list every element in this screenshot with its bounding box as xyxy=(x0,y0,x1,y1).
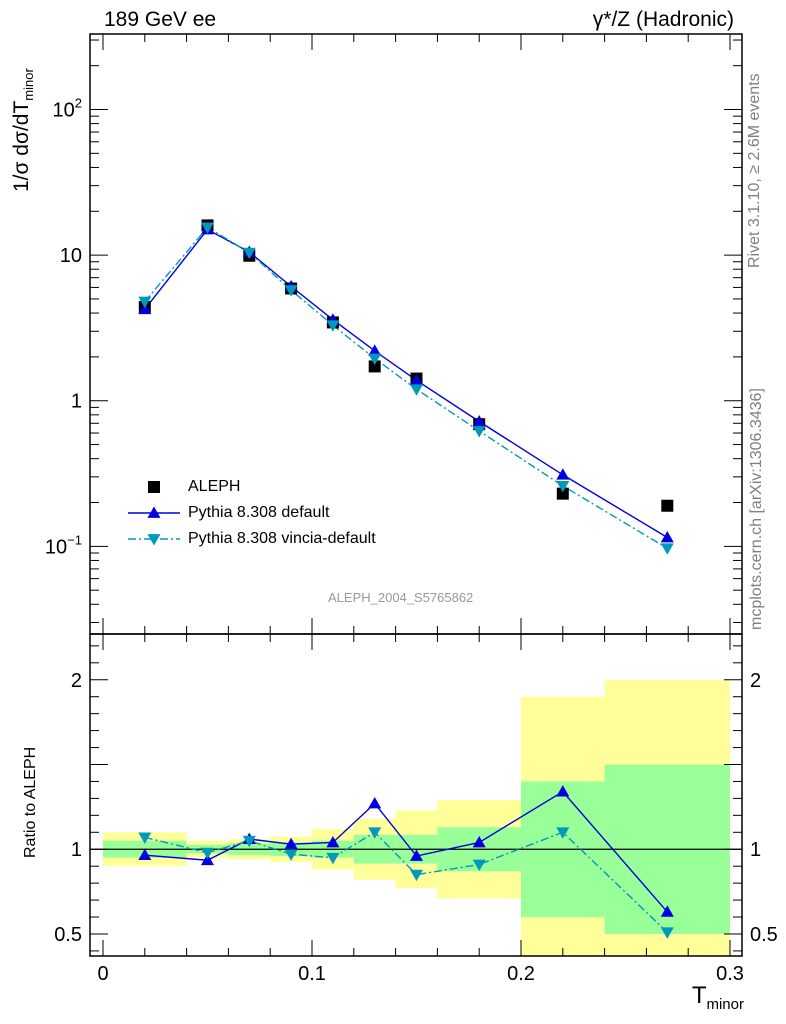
x-tick-label: 0.1 xyxy=(298,963,326,985)
ratio-point-triangle-up xyxy=(368,796,382,809)
ratio-series-lines xyxy=(144,790,668,933)
main-y-tick-label: 102 xyxy=(53,96,82,122)
main-point-square xyxy=(661,499,674,512)
main-point-triangle-down xyxy=(326,320,340,332)
main-point-triangle-down xyxy=(201,222,214,234)
ratio-point-triangle-down xyxy=(472,859,486,871)
ratio-point-triangle-down xyxy=(556,827,570,839)
x-tick-label: 0.2 xyxy=(507,963,535,985)
main-point-triangle-down xyxy=(242,247,256,260)
ratio-point-triangle-up xyxy=(201,853,214,866)
ratio-y-tick-label-right: 0.5 xyxy=(750,924,778,946)
main-line-triangle-up xyxy=(144,228,668,539)
main-series-lines xyxy=(144,226,668,549)
main-point-triangle-down xyxy=(556,481,570,493)
legend-label-pythia-default: Pythia 8.308 default xyxy=(188,504,330,521)
legend-marker-aleph xyxy=(148,481,160,493)
main-y-tick-label: 10−1 xyxy=(45,532,82,558)
main-point-square xyxy=(556,487,569,500)
x-axis-title-text: T xyxy=(691,982,707,1009)
main-y-tick-label-base: 10 xyxy=(60,245,82,267)
main-point-triangle-down xyxy=(472,426,486,438)
mcplots-citation-label: mcplots.cern.ch [arXiv:1306.3436] xyxy=(748,388,765,630)
header-right-label: γ*/Z (Hadronic) xyxy=(592,8,734,31)
ratio-y-tick-label: 0.5 xyxy=(54,924,82,946)
ratio-panel-frame xyxy=(89,633,743,957)
ratio-line-triangle-down xyxy=(144,831,668,933)
main-y-tick-label-base: 1 xyxy=(71,391,82,413)
ratio-point-triangle-down xyxy=(242,835,256,848)
main-line-triangle-down xyxy=(144,226,668,549)
legend-marker-pythia-default xyxy=(147,506,161,518)
main-point-triangle-up xyxy=(410,373,423,386)
ratio-point-triangle-down xyxy=(201,847,214,860)
main-point-triangle-up xyxy=(472,414,486,427)
main-point-triangle-down xyxy=(284,285,298,297)
axis-ticks xyxy=(90,34,742,956)
x-axis-title-subscript: minor xyxy=(706,995,744,1013)
main-point-triangle-down xyxy=(660,543,674,555)
ratio-y-tick-label: 1 xyxy=(71,839,82,861)
ratio-point-triangle-up xyxy=(556,785,570,797)
main-y-tick-label: 10 xyxy=(60,245,82,267)
main-point-triangle-down xyxy=(138,296,152,309)
ratio-line-triangle-up xyxy=(144,790,668,913)
rivet-version-label: Rivet 3.1.10, ≥ 2.6M events xyxy=(746,73,763,268)
ratio-y-axis-title: Ratio to ALEPH xyxy=(22,746,39,858)
main-y-tick-label: 1 xyxy=(71,391,82,413)
main-y-tick-label-base: 10 xyxy=(53,100,75,122)
ratio-point-triangle-down xyxy=(410,869,423,882)
main-point-triangle-up xyxy=(138,302,152,315)
main-point-triangle-down xyxy=(410,384,423,396)
main-point-square xyxy=(368,360,381,373)
ratio-point-triangle-down xyxy=(326,852,340,865)
ratio-point-triangle-up xyxy=(138,848,152,861)
main-y-axis-title-text: 1/σ dσ/dT xyxy=(10,100,33,192)
ratio-point-triangle-up xyxy=(326,835,340,848)
main-series-markers xyxy=(138,219,674,555)
main-point-triangle-up xyxy=(660,530,674,543)
main-point-triangle-up xyxy=(368,344,382,356)
legend-label-aleph: ALEPH xyxy=(188,478,241,495)
main-y-tick-label-exponent: −1 xyxy=(67,532,82,547)
ratio-uncertainty-bands xyxy=(103,679,730,956)
ratio-point-triangle-up xyxy=(284,837,298,850)
main-y-axis-title: 1/σ dσ/dTminor xyxy=(10,68,36,192)
panel-frames xyxy=(89,33,743,957)
header-left-label: 189 GeV ee xyxy=(104,8,217,31)
ratio-point-triangle-up xyxy=(472,835,486,848)
ratio-point-triangle-down xyxy=(660,927,674,939)
main-point-triangle-up xyxy=(556,468,570,480)
ratio-y-tick-label: 2 xyxy=(71,670,82,692)
analysis-id-label: ALEPH_2004_S5765862 xyxy=(328,590,474,605)
main-y-tick-label-exponent: 2 xyxy=(75,96,82,111)
ratio-y-tick-label-right: 1 xyxy=(750,839,761,861)
main-point-triangle-down xyxy=(368,353,382,365)
x-tick-label: 0 xyxy=(97,963,108,985)
ratio-point-triangle-up xyxy=(410,849,423,861)
ratio-point-triangle-down xyxy=(368,827,382,839)
ratio-y-tick-label-right: 2 xyxy=(750,670,761,692)
main-y-axis-title-subscript: minor xyxy=(21,68,37,101)
legend-marker-pythia-vincia xyxy=(147,534,161,546)
ratio-series-markers xyxy=(138,785,674,939)
ratio-point-triangle-up xyxy=(660,905,674,917)
x-tick-label: 0.3 xyxy=(716,963,744,985)
ratio-point-triangle-down xyxy=(138,832,152,844)
ratio-point-triangle-down xyxy=(284,849,298,861)
legend-label-pythia-vincia: Pythia 8.308 vincia-default xyxy=(188,530,376,547)
main-y-tick-label-base: 10 xyxy=(45,536,67,558)
x-axis-title: Tminor xyxy=(692,982,744,1013)
legend-markers xyxy=(128,481,180,546)
